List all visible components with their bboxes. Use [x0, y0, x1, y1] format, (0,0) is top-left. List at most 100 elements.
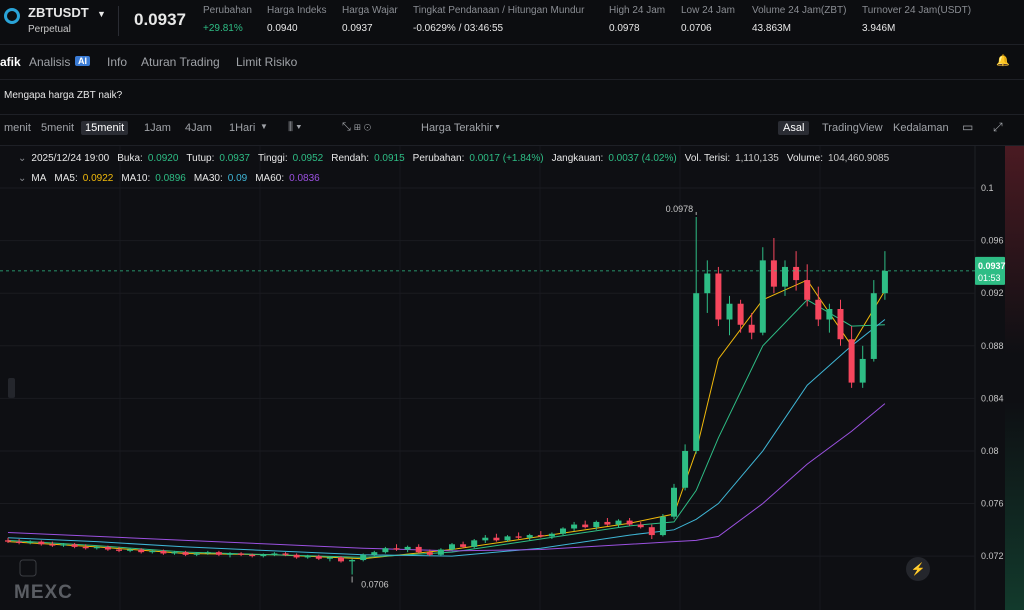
ohlc-value: 1,110,135 [735, 153, 779, 164]
ohlc-value: 0.0915 [374, 153, 405, 164]
candle-body [748, 324, 755, 333]
candle-body [127, 549, 134, 551]
candle-body [615, 520, 622, 525]
ohlc-label: Tinggi: [258, 153, 288, 164]
candle-body [449, 544, 455, 550]
candle-body [293, 554, 300, 558]
candle-body [304, 556, 311, 558]
candle-body [571, 524, 578, 529]
candle-body [5, 540, 11, 542]
ma-value: 0.0836 [289, 173, 320, 184]
interval[interactable]: menit [4, 122, 31, 134]
candle-body [282, 553, 289, 555]
toggle[interactable]: ⌄ [18, 173, 27, 184]
price: 0.0937 [134, 10, 186, 29]
interval[interactable]: 15menit [81, 121, 129, 135]
coin-icon [4, 8, 20, 24]
last-price-label: 0.0937 [978, 261, 1006, 271]
ma-value: 0.09 [227, 173, 248, 184]
toggle[interactable]: ⌄ [18, 153, 27, 164]
interval[interactable]: 1Hari [229, 122, 256, 134]
interval[interactable]: 1Jam [144, 122, 171, 134]
price-source[interactable]: Harga Terakhir [421, 122, 493, 134]
candle-body [526, 535, 533, 538]
view[interactable]: Asal [778, 121, 810, 135]
y-tick-label: 0.076 [981, 499, 1004, 509]
low-label: 0.0706 [361, 580, 389, 590]
tab[interactable]: Info [107, 55, 128, 69]
quick-button[interactable]: ⚡ [906, 557, 930, 581]
tabs: 🔔 afik Analisis Info Aturan Trading Limit Ri… [0, 44, 1024, 80]
candle-body [659, 516, 666, 536]
candle-body [793, 266, 800, 281]
ohlc-label: Jangkauan: [551, 153, 604, 164]
ohlc-label: Rendah: [331, 153, 370, 164]
ma-value: 0.0922 [82, 173, 114, 184]
ma-label: MA60: [255, 173, 285, 184]
ma-line [7, 403, 886, 552]
candle-body [626, 520, 633, 525]
separator [118, 6, 119, 36]
price-axis-bg [1005, 146, 1024, 610]
tab[interactable]: Analisis [29, 55, 71, 69]
candle-body [93, 546, 100, 549]
interval[interactable]: 5menit [41, 122, 75, 134]
stat-value: 0.0940 [267, 23, 298, 34]
fullscreen-icon[interactable]: ⤢ [993, 120, 1003, 134]
logo: MEXC [14, 582, 73, 603]
candle-body [715, 273, 722, 320]
candle-body [726, 303, 733, 320]
view[interactable]: Kedalaman [893, 122, 949, 134]
candle-body [149, 550, 156, 553]
caret[interactable]: ▼ [97, 9, 106, 19]
stat-label: Perubahan [203, 5, 252, 16]
tab[interactable]: Limit Risiko [236, 55, 298, 69]
ma-line [7, 319, 886, 557]
candle-body [382, 548, 389, 553]
candle-body [682, 450, 689, 488]
tools-icon[interactable]: ⤡ ⊞ ⊙ [342, 121, 372, 133]
candle-body [582, 524, 589, 528]
dropdown[interactable]: ▼ [494, 124, 501, 131]
ma-label: MA10: [121, 173, 151, 184]
candle-body [870, 293, 877, 359]
y-tick-label: 0.088 [981, 341, 1004, 351]
symbol[interactable]: ZBTUSDT [28, 5, 89, 20]
candle-body [326, 557, 333, 559]
bell-icon[interactable]: 🔔 [996, 55, 1010, 67]
candle-body [38, 541, 45, 545]
ai-badge: AI [75, 56, 90, 66]
candle-body [49, 544, 56, 546]
candle-body [249, 554, 256, 557]
candle-body [227, 553, 233, 555]
candle-body [171, 552, 178, 554]
view[interactable]: TradingView [822, 122, 883, 134]
scroll-handle [8, 378, 15, 398]
candle-body [193, 553, 200, 555]
tab[interactable]: afik [0, 55, 21, 69]
candle-body [415, 546, 422, 553]
stat-value: 0.0706 [681, 23, 712, 34]
candle-body [71, 544, 78, 547]
stat-value: 43.863M [752, 23, 791, 34]
candle-body [349, 560, 356, 562]
candle-body [404, 546, 411, 550]
dropdown[interactable]: ▼ [260, 122, 268, 131]
candle-body [426, 552, 433, 555]
candle-body [671, 487, 677, 517]
stat-label: Harga Wajar [342, 5, 398, 16]
candle-body [271, 553, 278, 555]
banner[interactable]: Mengapa harga ZBT naik? [4, 90, 123, 101]
tab[interactable]: Aturan Trading [141, 55, 220, 69]
interval[interactable]: 4Jam [185, 122, 212, 134]
high-label: 0.0978 [666, 204, 694, 214]
candle-body [504, 536, 511, 541]
candle-body [782, 266, 788, 287]
layout-icon[interactable]: ▭ [962, 120, 974, 134]
contract: Perpetual [28, 24, 71, 35]
candle-body [460, 544, 467, 547]
candle-icon[interactable]: ⫼ ▾ [288, 121, 302, 133]
candle-body [493, 537, 500, 541]
candle-body [560, 528, 566, 534]
candle-body [637, 524, 644, 528]
